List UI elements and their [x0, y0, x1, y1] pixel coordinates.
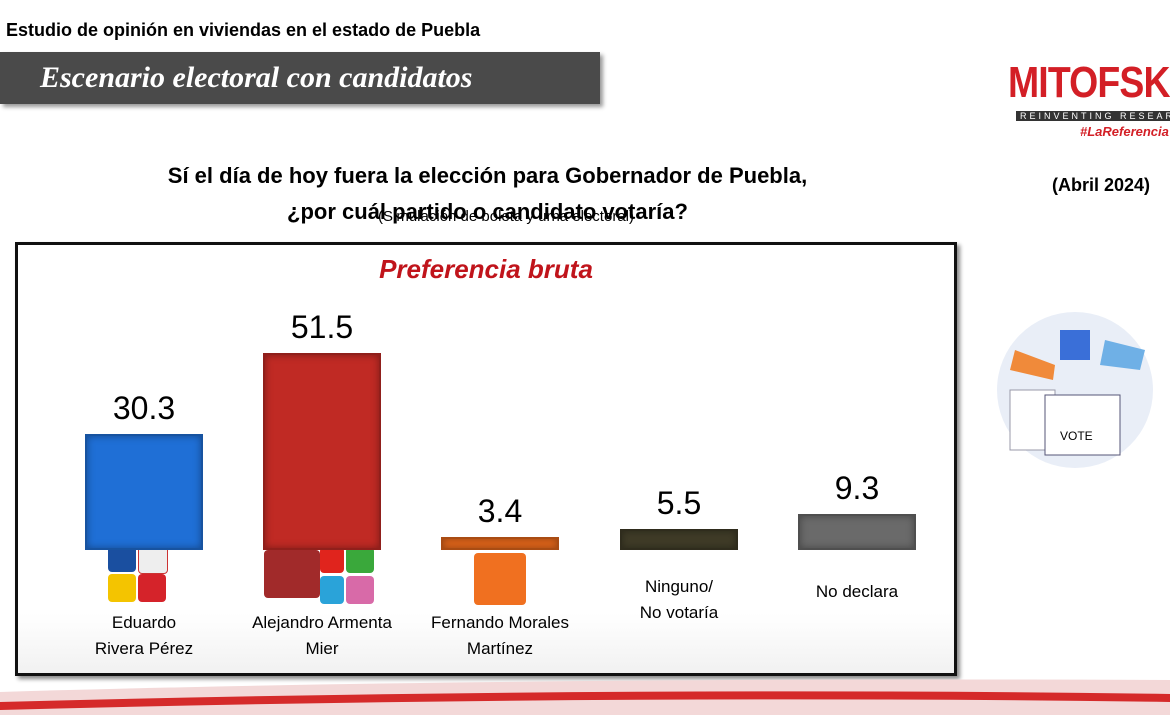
swoosh [0, 691, 1170, 710]
chart-title: Preferencia bruta [379, 254, 593, 284]
illus-label: VOTE [1060, 429, 1093, 443]
vote-illustration: VOTE [997, 312, 1153, 468]
category-label: Ninguno/ No votaría [639, 577, 719, 622]
illus-box [1044, 394, 1121, 456]
value-label: 30.3 [112, 389, 176, 426]
category-label: No declara [815, 582, 899, 601]
value-label: 51.5 [290, 308, 354, 345]
value-label: 3.4 [477, 492, 523, 529]
party-logo [346, 547, 374, 573]
brand-name: MITOFSKY [1008, 58, 1170, 107]
category-label: Eduardo Rivera Pérez [94, 613, 194, 658]
bar [263, 352, 381, 550]
brand-tagline: REINVENTING RESEARCH [1016, 111, 1170, 121]
party-logo [474, 553, 526, 605]
value-label: 9.3 [834, 470, 880, 507]
bar [620, 528, 738, 550]
party-logo [108, 546, 136, 572]
party-logo [346, 576, 374, 604]
value-label: 5.5 [656, 484, 702, 521]
date: (Abril 2024) [1052, 175, 1151, 195]
note: (Simulación de boleta y urna electoral) [378, 208, 634, 225]
party-logo [320, 547, 344, 573]
bar [85, 433, 203, 550]
party-logo [108, 574, 136, 602]
illus-check [1060, 330, 1090, 360]
party-logo [320, 576, 344, 604]
footer-swoosh [0, 679, 1170, 715]
party-logo [264, 550, 320, 598]
illus-hand [1100, 340, 1145, 370]
banner-text: Escenario electoral con candidatos [40, 61, 473, 94]
bar [798, 514, 916, 550]
study-title: Estudio de opinión en viviendas en el es… [6, 20, 481, 40]
banner: Escenario electoral con candidatos [0, 52, 600, 104]
party-logo [138, 574, 166, 602]
brand-hashtag: #LaReferencia [1080, 124, 1169, 139]
bar [441, 536, 559, 550]
question: Sí el día de hoy fuera la elección para … [167, 163, 808, 224]
category-label: Alejandro Armenta Mier [252, 613, 392, 658]
party-logo [138, 546, 168, 574]
illus-hand [1010, 350, 1055, 380]
category-label: Fernando Morales Martínez [431, 613, 569, 658]
